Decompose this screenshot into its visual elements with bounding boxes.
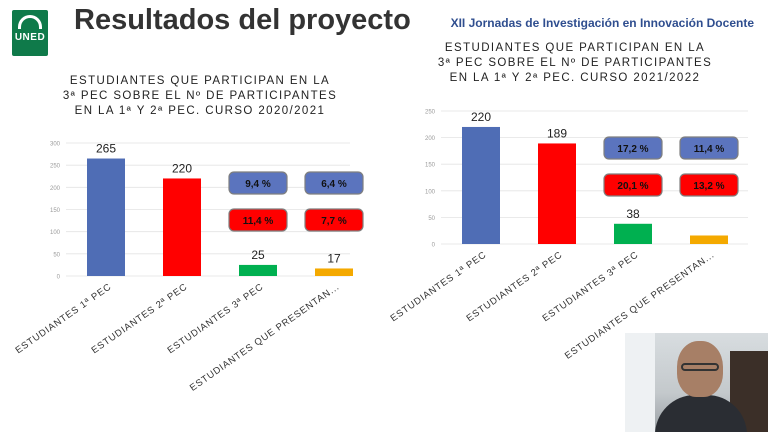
percentage-callout [679,173,739,197]
y-tick-label: 0 [57,275,61,281]
y-tick-label: 150 [50,208,61,214]
data-label: 189 [547,126,567,140]
percentage-callout [228,171,288,195]
percentage-callout-text: 20,1 % [617,181,648,192]
percentage-callout [304,171,364,195]
y-tick-label: 200 [425,136,436,142]
data-label: 38 [626,207,640,221]
percentage-callout-text: 7,7 % [321,216,347,227]
percentage-callout-text: 17,2 % [617,144,648,155]
y-tick-label: 250 [425,110,436,116]
chart-title-line: ESTUDIANTES QUE PARTICIPAN EN LA [444,42,706,54]
bar [462,126,500,244]
page-title: Resultados del proyecto [74,4,411,36]
event-title: XII Jornadas de Investigación en Innovac… [450,16,754,30]
percentage-callout [304,208,364,232]
bar [538,143,576,244]
percentage-callout-text: 11,4 % [694,144,725,155]
y-tick-label: 100 [425,189,436,195]
webcam-window [625,333,655,432]
chart-title-2021: ESTUDIANTES QUE PARTICIPAN EN LA 3ª PEC … [415,41,735,86]
category-label: ESTUDIANTES QUE PRESENTAN... [188,281,342,393]
uned-arc-icon [18,15,42,29]
percentage-callout-text: 6,4 % [321,179,347,190]
bar [239,264,277,276]
data-label: 265 [96,142,116,156]
chart-title-line: 3ª PEC SOBRE EL Nº DE PARTICIPANTES [62,90,338,102]
percentage-callout-text: 11,4 % [243,216,274,227]
chart-title-line: EN LA 1ª Y 2ª PEC. CURSO 2020/2021 [74,105,326,117]
y-tick-label: 0 [432,243,436,249]
y-tick-label: 300 [50,142,61,148]
y-tick-label: 150 [425,163,436,169]
bar [315,268,353,276]
bar [163,178,201,276]
percentage-callout [603,173,663,197]
presenter-video [625,333,768,432]
chart-title-line: EN LA 1ª Y 2ª PEC. CURSO 2021/2022 [449,72,701,84]
y-tick-label: 250 [50,164,61,170]
data-label: 17 [327,251,341,265]
presenter-glasses [681,363,719,371]
y-tick-label: 100 [50,230,61,236]
percentage-callout [228,208,288,232]
chart-title-2020: ESTUDIANTES QUE PARTICIPAN EN LA 3ª PEC … [40,74,360,119]
logo-text: UNED [14,32,46,43]
y-tick-label: 200 [50,186,61,192]
y-tick-label: 50 [53,252,60,258]
data-label: 220 [172,161,192,175]
data-label: 25 [251,248,265,262]
bar [87,158,125,276]
y-tick-label: 50 [428,216,435,222]
chart-title-line: ESTUDIANTES QUE PARTICIPAN EN LA [69,75,331,87]
chart-title-line: 3ª PEC SOBRE EL Nº DE PARTICIPANTES [437,57,713,69]
percentage-callout-text: 9,4 % [245,179,271,190]
data-label: 220 [471,110,491,124]
percentage-callout [679,136,739,160]
uned-logo: UNED [12,10,48,56]
percentage-callout-text: 13,2 % [693,181,724,192]
bar [690,235,728,244]
percentage-callout [603,136,663,160]
bar [614,223,652,244]
